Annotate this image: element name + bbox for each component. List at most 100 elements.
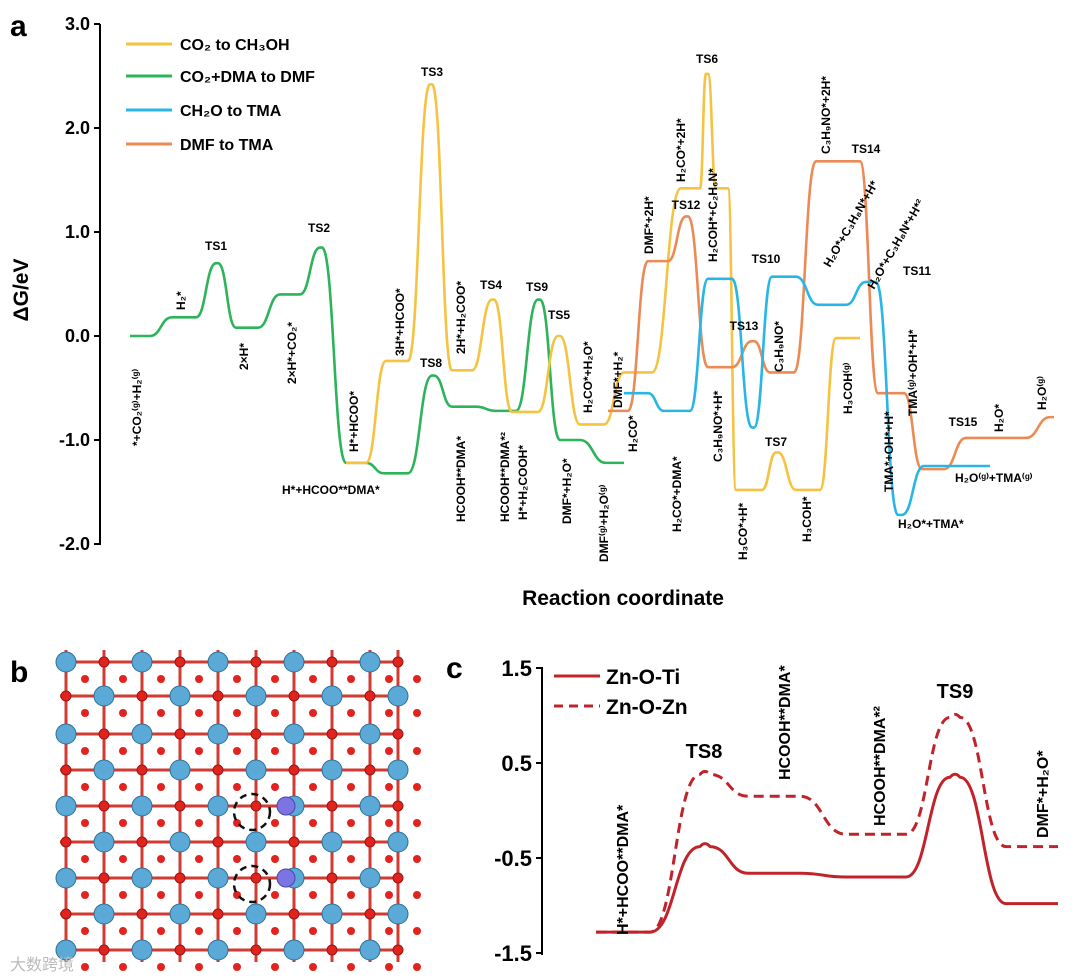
lattice-atom-oxygen [81, 709, 89, 717]
lattice-atom-oxygen [413, 675, 421, 683]
lattice-atom-oxygen [136, 690, 148, 702]
lattice-atom-oxygen [81, 855, 89, 863]
lattice-atom-oxygen [119, 927, 127, 935]
state-label-dmf-h2o: DMF*+H₂O* [560, 458, 574, 524]
lattice-atom-metal [207, 795, 229, 817]
y-tick-a-4: 0.0 [65, 326, 90, 346]
y-tick-a-2: 2.0 [65, 118, 90, 138]
lattice-atom-oxygen [81, 927, 89, 935]
lattice-atom-metal [169, 685, 191, 707]
lattice-atom-oxygen [233, 783, 241, 791]
lattice-atom-oxygen [195, 891, 203, 899]
state-label-2h-co2: 2×H*+CO₂* [285, 322, 299, 384]
lattice-atom-oxygen [364, 836, 376, 848]
lattice-atom-oxygen [195, 819, 203, 827]
lattice-atom-oxygen [271, 891, 279, 899]
lattice-atom-oxygen [413, 927, 421, 935]
lattice-atom-oxygen [288, 836, 300, 848]
state-label-tmag-oh-h: TMA⁽ᵍ⁾+OH*+H* [906, 329, 920, 416]
lattice-atom-oxygen [60, 836, 72, 848]
lattice-atom-oxygen [60, 908, 72, 920]
lattice-atom-oxygen [309, 675, 317, 683]
lattice-atom-oxygen [271, 783, 279, 791]
y-axis-title-a: ΔG/eV [10, 259, 33, 322]
lattice-atom-oxygen [98, 800, 110, 812]
y-tick-c-4: -1.5 [494, 941, 532, 966]
lattice-atom-metal [283, 651, 305, 673]
y-tick-c-3: -0.5 [494, 846, 532, 871]
lattice-atom-oxygen [233, 709, 241, 717]
lattice-atom-oxygen [413, 709, 421, 717]
lattice-atom-oxygen [81, 783, 89, 791]
lattice-atom-oxygen [392, 656, 404, 668]
lattice-atom-oxygen [413, 747, 421, 755]
lattice-atom-oxygen [119, 963, 127, 971]
lattice-atom-oxygen [81, 891, 89, 899]
lattice-atom-oxygen [136, 764, 148, 776]
ts-label-1: TS1 [205, 239, 227, 253]
lattice-atom-oxygen [347, 891, 355, 899]
ts-label-6: TS6 [696, 52, 718, 66]
lattice-atom-metal [131, 651, 153, 673]
lattice-atom-oxygen [98, 944, 110, 956]
lattice-atom-oxygen [119, 819, 127, 827]
state-label-h-hcoo-dma: H*+HCOO**DMA* [282, 483, 380, 497]
lattice-atom-metal [207, 651, 229, 673]
lattice-atom-oxygen [250, 872, 262, 884]
lattice-atom-oxygen [392, 872, 404, 884]
lattice-atom-metal [169, 759, 191, 781]
state-label-co2-h2g: *+CO₂⁽ᵍ⁾+H₂⁽ᵍ⁾ [130, 369, 144, 446]
lattice-atom-oxygen [288, 764, 300, 776]
dopant-atom-1 [276, 796, 296, 816]
lattice-atom-oxygen [119, 855, 127, 863]
lattice-atom-oxygen [157, 747, 165, 755]
state-label-c-hcooh-dma2: HCOOH**DMA*² [872, 706, 889, 826]
lattice-atom-metal [169, 831, 191, 853]
lattice-atom-oxygen [385, 709, 393, 717]
lattice-atom-oxygen [392, 728, 404, 740]
state-label-h2coh-c2h6n: H₂COH*+C₂H₆N* [706, 168, 720, 262]
state-label-h-hcoo: H*+HCOO* [347, 391, 361, 452]
state-label-c3h9no-h: C₃H₉NO*+H* [711, 390, 725, 462]
lattice-atom-oxygen [233, 675, 241, 683]
lattice-atom-oxygen [309, 891, 317, 899]
lattice-atom-oxygen [288, 690, 300, 702]
lattice-atom-oxygen [157, 709, 165, 717]
state-label-tma-oh-h: TMA*+OH*+H* [882, 411, 896, 492]
state-label-h-h2cooh: H*+H₂COOH* [516, 445, 530, 520]
legend-a: CO₂ to CH₃OH CO₂+DMA to DMF CH₂O to TMA … [126, 37, 315, 154]
lattice-atom-oxygen [271, 819, 279, 827]
lattice-atom-metal [387, 903, 409, 925]
ts-label-10: TS10 [752, 252, 781, 266]
legend-c: Zn-O-Ti Zn-O-Zn [554, 666, 688, 719]
state-label-dmf-2h: DMF*+2H* [642, 196, 656, 254]
lattice-atom-oxygen [60, 690, 72, 702]
state-label-h3cohg: H₃COH⁽ᵍ⁾ [841, 362, 855, 414]
state-label-3h-hcoo: 3H*+HCOO* [393, 288, 407, 356]
lattice-atom-oxygen [326, 944, 338, 956]
state-label-h2o: H₂O* [992, 404, 1006, 432]
state-label-2h: 2×H* [237, 343, 251, 370]
lattice-atom-metal [93, 903, 115, 925]
lattice-atom-oxygen [309, 783, 317, 791]
lattice-atom-oxygen [250, 944, 262, 956]
lattice-atom-metal [93, 759, 115, 781]
lattice-atom-oxygen [195, 747, 203, 755]
state-label-h2og-tmag: H₂O⁽ᵍ⁾+TMA⁽ᵍ⁾ [955, 471, 1033, 485]
lattice-atom-metal [359, 939, 381, 961]
lattice-atom-metal [387, 685, 409, 707]
state-label-2h-h2coo: 2H*+H₂COO* [454, 281, 468, 354]
lattice-atom-oxygen [309, 963, 317, 971]
lattice-atom-metal [283, 939, 305, 961]
lattice-atom-oxygen [413, 963, 421, 971]
legend-label-dmf-tma: DMF to TMA [180, 137, 274, 154]
y-tick-a-3: 1.0 [65, 222, 90, 242]
lattice-atom-oxygen [271, 709, 279, 717]
lattice-atom-oxygen [347, 783, 355, 791]
state-label-c-h-hcoo-dma: H*+HCOO**DMA* [615, 804, 632, 935]
lattice-atom-oxygen [385, 927, 393, 935]
lattice-atom-oxygen [136, 908, 148, 920]
state-label-h2co-h2o: H₂CO*+H₂O* [581, 341, 595, 413]
lattice-atom-oxygen [385, 783, 393, 791]
